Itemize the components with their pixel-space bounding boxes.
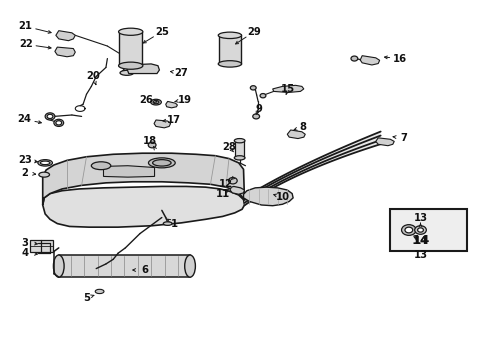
Circle shape	[401, 225, 415, 235]
Text: 8: 8	[299, 122, 305, 132]
Ellipse shape	[234, 139, 244, 143]
Ellipse shape	[40, 161, 50, 165]
Bar	[234, 141, 244, 158]
Circle shape	[260, 94, 265, 98]
Text: 20: 20	[86, 71, 100, 81]
Text: 26: 26	[139, 95, 153, 105]
Text: 29: 29	[247, 27, 261, 37]
Text: 21: 21	[19, 21, 33, 31]
Polygon shape	[244, 131, 380, 205]
Ellipse shape	[53, 255, 64, 277]
Polygon shape	[103, 166, 154, 177]
Polygon shape	[42, 153, 244, 205]
Text: 28: 28	[222, 142, 235, 152]
Ellipse shape	[38, 159, 52, 166]
Text: 5: 5	[83, 293, 90, 303]
Polygon shape	[360, 56, 379, 65]
Text: 15: 15	[281, 84, 295, 94]
Text: 24: 24	[18, 114, 32, 124]
Text: 25: 25	[155, 27, 168, 37]
Polygon shape	[154, 120, 170, 128]
Text: 13: 13	[413, 250, 427, 260]
Text: 13: 13	[413, 212, 427, 222]
Text: 16: 16	[392, 54, 407, 64]
Text: 9: 9	[255, 104, 262, 113]
Circle shape	[250, 86, 256, 90]
Text: 12: 12	[219, 179, 233, 189]
Text: 27: 27	[174, 68, 188, 78]
Bar	[119, 32, 142, 66]
Polygon shape	[126, 64, 159, 73]
Bar	[389, 208, 466, 251]
Polygon shape	[287, 130, 305, 139]
Circle shape	[414, 226, 426, 234]
Bar	[219, 35, 241, 64]
Ellipse shape	[148, 158, 175, 168]
Polygon shape	[55, 47, 75, 57]
Circle shape	[350, 56, 357, 61]
Ellipse shape	[118, 28, 142, 35]
Text: 2: 2	[21, 168, 28, 178]
Polygon shape	[375, 138, 393, 146]
Ellipse shape	[184, 255, 195, 277]
Text: 22: 22	[19, 39, 33, 49]
Circle shape	[45, 113, 55, 120]
Text: 1: 1	[170, 219, 177, 229]
Text: 11: 11	[215, 189, 229, 199]
Ellipse shape	[91, 162, 111, 170]
Ellipse shape	[120, 70, 133, 75]
Ellipse shape	[163, 222, 172, 225]
Circle shape	[252, 114, 259, 119]
Ellipse shape	[153, 100, 159, 104]
Text: 14: 14	[410, 234, 429, 247]
Polygon shape	[165, 102, 177, 108]
Bar	[59, 255, 190, 277]
Text: 4: 4	[21, 248, 28, 258]
Text: 18: 18	[142, 136, 157, 147]
Polygon shape	[243, 187, 292, 206]
Circle shape	[404, 227, 412, 233]
Polygon shape	[56, 31, 75, 41]
Text: 6: 6	[141, 265, 148, 275]
Text: 14: 14	[412, 236, 427, 246]
Ellipse shape	[39, 172, 49, 177]
Circle shape	[56, 121, 61, 125]
Text: 10: 10	[275, 192, 289, 202]
Circle shape	[228, 177, 237, 184]
Ellipse shape	[218, 32, 241, 39]
Text: 17: 17	[167, 115, 181, 125]
Circle shape	[417, 228, 423, 232]
Polygon shape	[272, 85, 303, 93]
Polygon shape	[42, 186, 244, 227]
Ellipse shape	[95, 289, 104, 294]
Text: 3: 3	[21, 238, 28, 248]
Circle shape	[47, 114, 53, 118]
Ellipse shape	[150, 99, 161, 105]
Ellipse shape	[118, 62, 142, 69]
Text: 23: 23	[18, 156, 32, 165]
Bar	[30, 240, 53, 252]
Polygon shape	[229, 186, 244, 194]
Text: 7: 7	[400, 133, 407, 143]
Ellipse shape	[234, 156, 244, 160]
Text: 19: 19	[178, 95, 192, 105]
Circle shape	[148, 142, 156, 148]
Circle shape	[54, 119, 63, 126]
Ellipse shape	[218, 61, 241, 67]
Ellipse shape	[152, 159, 171, 166]
